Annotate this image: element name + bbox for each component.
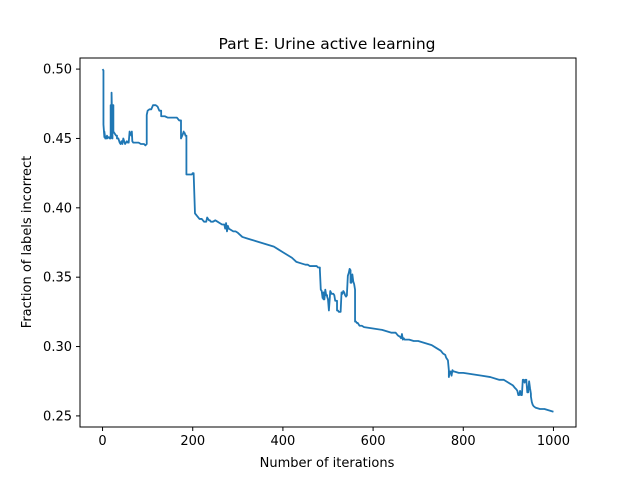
y-tick-label: 0.30 — [43, 340, 72, 355]
x-tick-label: 800 — [451, 434, 476, 449]
x-tick-label: 400 — [270, 434, 295, 449]
y-axis: 0.25 0.30 0.35 0.40 0.45 0.50 — [43, 63, 80, 424]
x-tick-label: 1000 — [537, 434, 570, 449]
y-tick-label: 0.45 — [43, 132, 72, 147]
x-axis: 0 200 400 600 800 1000 — [98, 427, 570, 449]
y-tick-label: 0.25 — [43, 409, 72, 424]
plot-area — [101, 68, 554, 413]
y-tick-label: 0.50 — [43, 63, 72, 78]
series-line — [101, 68, 554, 413]
x-tick-label: 600 — [361, 434, 386, 449]
x-axis-label: Number of iterations — [260, 456, 395, 471]
x-tick-label: 0 — [98, 434, 106, 449]
axes-frame — [79, 57, 577, 428]
y-tick-label: 0.35 — [43, 271, 72, 286]
y-tick-label: 0.40 — [43, 201, 72, 216]
chart-title: Part E: Urine active learning — [218, 35, 435, 53]
y-axis-label: Fraction of labels incorrect — [20, 156, 35, 328]
x-tick-label: 200 — [180, 434, 205, 449]
